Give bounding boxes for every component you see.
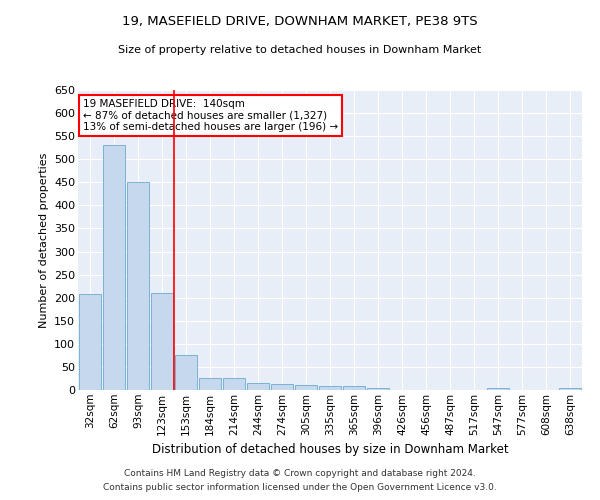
X-axis label: Distribution of detached houses by size in Downham Market: Distribution of detached houses by size … [152,443,508,456]
Bar [271,384,293,390]
Bar [295,386,317,390]
Y-axis label: Number of detached properties: Number of detached properties [38,152,49,328]
Text: Contains public sector information licensed under the Open Government Licence v3: Contains public sector information licen… [103,484,497,492]
Bar [103,146,125,390]
Bar [127,182,149,390]
Bar [367,388,389,390]
Bar [199,378,221,390]
Text: Size of property relative to detached houses in Downham Market: Size of property relative to detached ho… [118,45,482,55]
Text: Contains HM Land Registry data © Crown copyright and database right 2024.: Contains HM Land Registry data © Crown c… [124,468,476,477]
Bar [223,378,245,390]
Bar [79,294,101,390]
Bar [343,386,365,390]
Bar [319,386,341,390]
Bar [175,356,197,390]
Bar [151,293,173,390]
Text: 19, MASEFIELD DRIVE, DOWNHAM MARKET, PE38 9TS: 19, MASEFIELD DRIVE, DOWNHAM MARKET, PE3… [122,15,478,28]
Bar [247,383,269,390]
Bar [559,388,581,390]
Text: 19 MASEFIELD DRIVE:  140sqm
← 87% of detached houses are smaller (1,327)
13% of : 19 MASEFIELD DRIVE: 140sqm ← 87% of deta… [83,99,338,132]
Bar [487,388,509,390]
